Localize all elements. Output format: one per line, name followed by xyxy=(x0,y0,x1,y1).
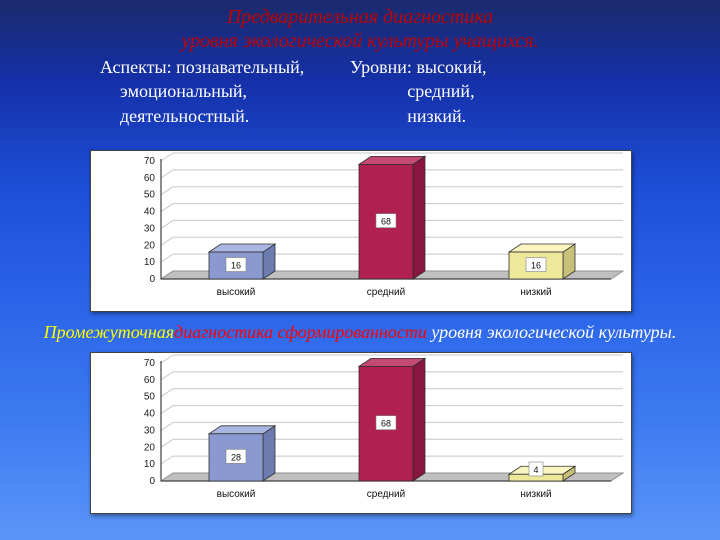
svg-text:0: 0 xyxy=(149,274,155,285)
aspects-item-1: эмоциональный, xyxy=(100,79,347,103)
svg-text:70: 70 xyxy=(144,358,156,369)
svg-text:50: 50 xyxy=(144,190,156,201)
levels-item-0: высокий, xyxy=(416,57,486,77)
svg-text:40: 40 xyxy=(144,409,156,420)
svg-text:28: 28 xyxy=(231,452,241,462)
aspects-item-2: деятельностный. xyxy=(100,104,347,128)
svg-text:0: 0 xyxy=(149,476,155,487)
svg-text:50: 50 xyxy=(144,392,156,403)
svg-text:68: 68 xyxy=(381,419,391,429)
svg-text:70: 70 xyxy=(144,156,156,167)
svg-text:10: 10 xyxy=(144,257,156,268)
svg-text:10: 10 xyxy=(144,459,156,470)
intermediate-title-white: уровня экологической культуры. xyxy=(431,322,676,342)
svg-text:68: 68 xyxy=(381,217,391,227)
svg-text:60: 60 xyxy=(144,375,156,386)
svg-text:16: 16 xyxy=(231,261,241,271)
svg-text:20: 20 xyxy=(144,442,156,453)
aspects-item-0: познавательный, xyxy=(176,57,304,77)
levels-item-2: низкий. xyxy=(347,104,680,128)
svg-text:средний: средний xyxy=(367,287,405,298)
svg-text:высокий: высокий xyxy=(217,489,256,500)
svg-text:низкий: низкий xyxy=(520,287,551,298)
svg-text:60: 60 xyxy=(144,173,156,184)
svg-text:средний: средний xyxy=(367,489,405,500)
chart-preliminary-svg: 0 10 20 30 40 50 60 70 16 высокий 68 средний 16 низки… xyxy=(91,151,631,311)
svg-text:30: 30 xyxy=(144,223,156,234)
levels-item-1: средний, xyxy=(347,79,680,103)
intermediate-title-red: диагностика сформированности xyxy=(174,322,431,342)
title-line-1: Предварительная диагностика xyxy=(0,6,720,29)
svg-text:4: 4 xyxy=(533,465,538,475)
chart-preliminary: 0 10 20 30 40 50 60 70 16 высокий 68 средний 16 низки… xyxy=(90,150,632,312)
svg-text:низкий: низкий xyxy=(520,489,551,500)
title-line-2: уровня экологической культуры учащихся. xyxy=(0,30,720,53)
aspects-line-1: Аспекты: познавательный, xyxy=(100,55,350,79)
intermediate-title-yellow: Промежуточная xyxy=(44,322,175,342)
levels-line-1: Уровни: высокий, xyxy=(350,55,650,79)
svg-text:16: 16 xyxy=(531,261,541,271)
svg-text:20: 20 xyxy=(144,240,156,251)
levels-header: Уровни: xyxy=(350,57,416,77)
svg-text:высокий: высокий xyxy=(217,287,256,298)
svg-text:30: 30 xyxy=(144,425,156,436)
intermediate-title: Промежуточнаядиагностика сформированност… xyxy=(0,322,720,343)
svg-text:40: 40 xyxy=(144,207,156,218)
aspects-levels-block: Аспекты: познавательный, Уровни: высокий… xyxy=(100,55,680,128)
chart-intermediate: 0 10 20 30 40 50 60 70 28 высокий 68 средний 4 низкий xyxy=(90,352,632,514)
chart-intermediate-svg: 0 10 20 30 40 50 60 70 28 высокий 68 средний 4 низкий xyxy=(91,353,631,513)
aspects-header: Аспекты: xyxy=(100,57,176,77)
